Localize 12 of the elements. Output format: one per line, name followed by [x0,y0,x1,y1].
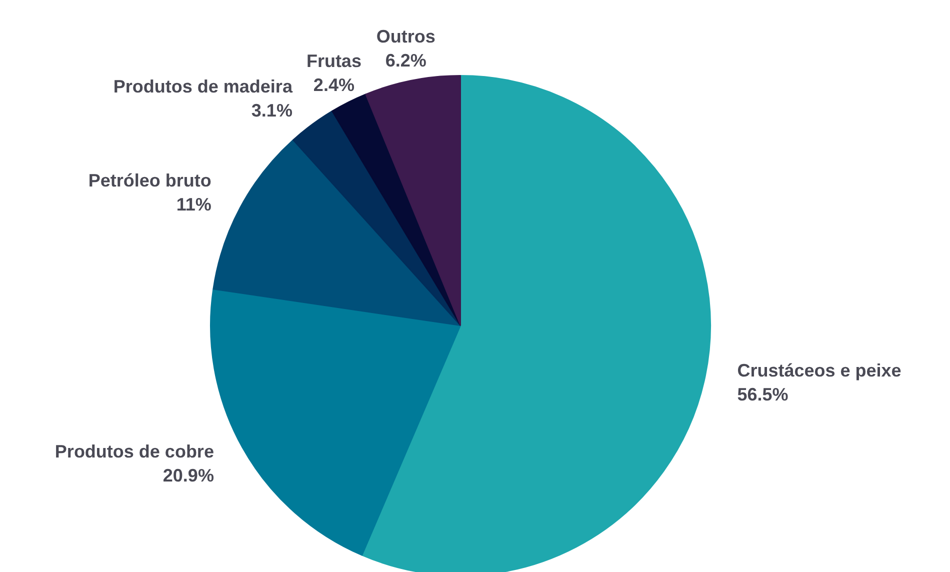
slice-label: Outros [376,26,436,46]
slice-label: Crustáceos e peixe [737,360,902,380]
data-label: 6.2% [385,50,426,70]
data-label: 11% [176,194,212,214]
data-label: 56.5% [737,384,788,404]
slice-label: Produtos de madeira [113,76,294,96]
data-label: 2.4% [313,74,354,95]
data-label: 3.1% [251,100,292,120]
slice-label: Frutas [306,50,362,71]
data-label: 20.9% [162,465,214,486]
slice-label: Petróleo bruto [88,170,212,190]
slice-label: Produtos de cobre [54,441,214,462]
